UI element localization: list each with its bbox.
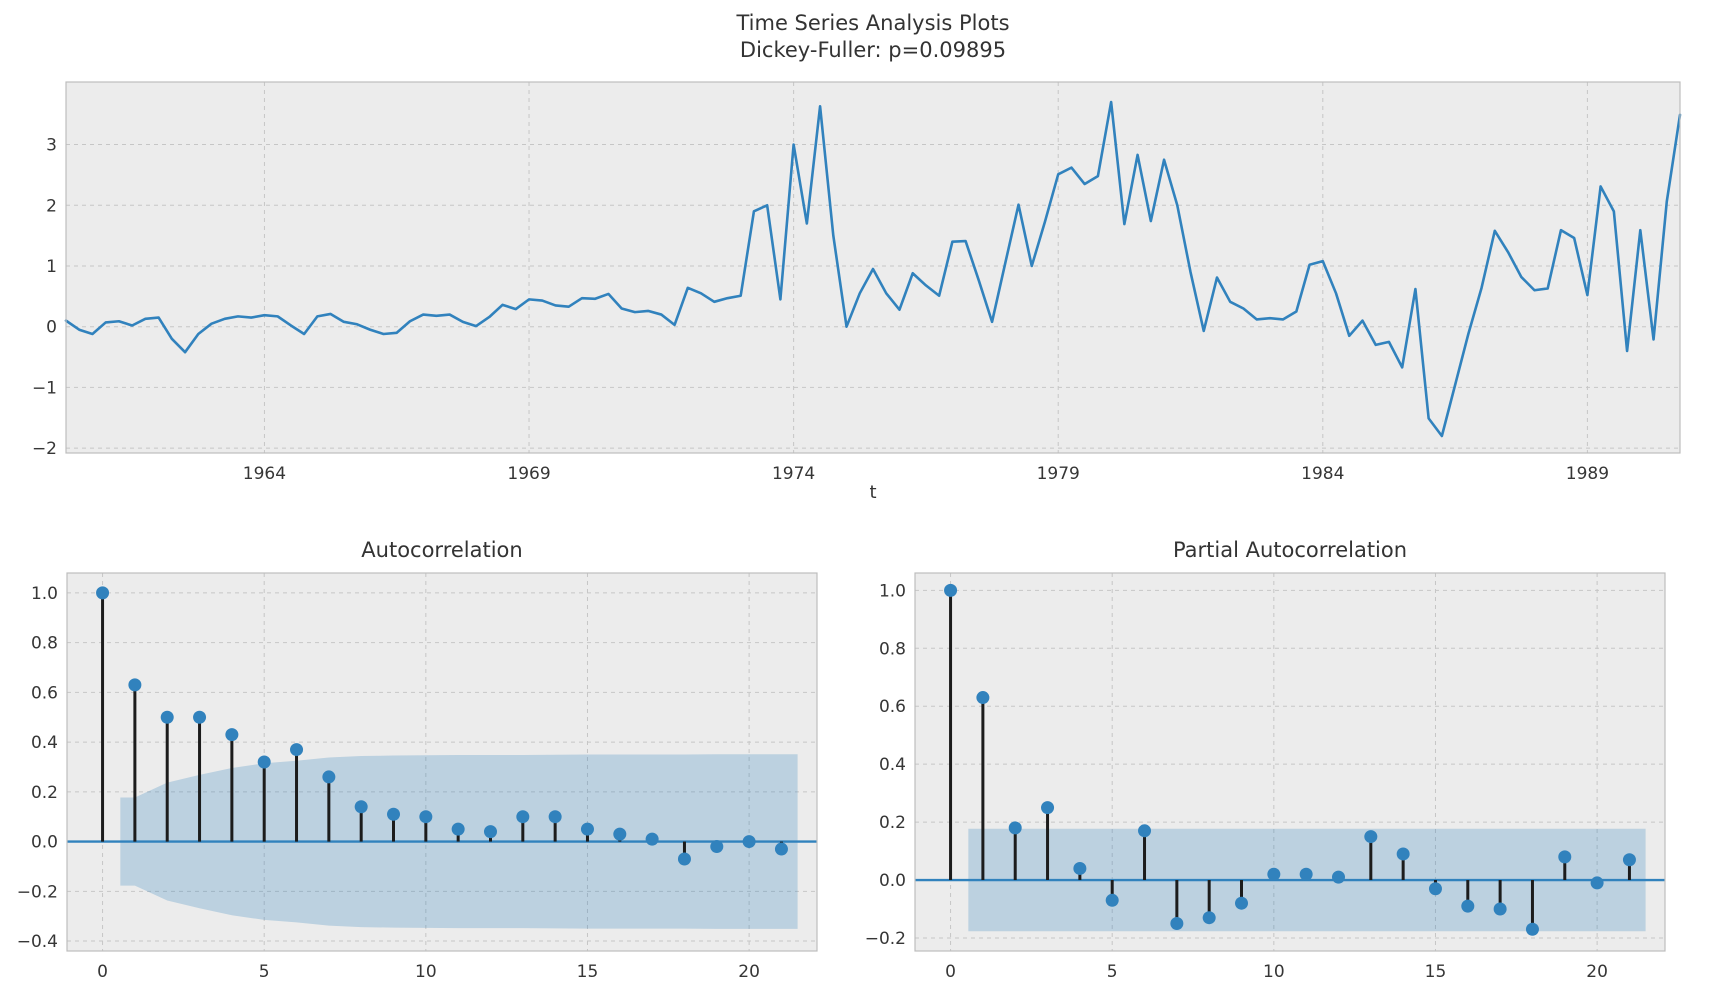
- pacf-marker: [1493, 902, 1507, 916]
- acf-marker: [742, 835, 756, 849]
- pacf-marker: [1170, 916, 1184, 930]
- pacf-marker: [1396, 847, 1410, 861]
- x-tick-label: 0: [945, 962, 956, 982]
- plot-border: [66, 572, 818, 952]
- pacf-marker: [1041, 801, 1055, 815]
- pacf-marker: [1590, 876, 1604, 890]
- x-tick-label: 1974: [772, 464, 815, 484]
- acf-marker: [96, 586, 110, 600]
- acf-marker: [677, 852, 691, 866]
- x-tick-label: 15: [577, 962, 599, 982]
- y-tick-label: 1: [46, 257, 57, 277]
- x-tick-label: 20: [738, 962, 760, 982]
- figure-title-line1: Time Series Analysis Plots: [736, 11, 1010, 35]
- x-tick-label: 15: [1425, 962, 1447, 982]
- timeseries-xlabel: t: [869, 482, 877, 503]
- y-tick-label: −0.2: [865, 929, 906, 949]
- pacf-marker: [1202, 911, 1216, 925]
- y-tick-label: 0.4: [879, 755, 906, 775]
- x-tick-label: 10: [415, 962, 437, 982]
- x-tick-label: 5: [1107, 962, 1118, 982]
- x-tick-label: 1964: [243, 464, 286, 484]
- acf-marker: [160, 710, 174, 724]
- timeseries-line: [64, 100, 1682, 438]
- acf-marker: [483, 825, 497, 839]
- pacf-marker: [1008, 821, 1022, 835]
- y-tick-label: 0.8: [31, 634, 58, 654]
- pacf-title: Partial Autocorrelation: [1172, 538, 1408, 562]
- acf-marker: [613, 827, 627, 841]
- acf-marker: [516, 810, 530, 824]
- acf-marker: [387, 807, 401, 821]
- x-tick-label: 1979: [1037, 464, 1080, 484]
- y-tick-label: 0.2: [31, 783, 58, 803]
- acf-marker: [774, 842, 788, 856]
- pacf-marker: [1299, 867, 1313, 881]
- y-tick-label: 0.0: [879, 871, 906, 891]
- acf-marker: [548, 810, 562, 824]
- x-tick-label: 1969: [507, 464, 550, 484]
- pacf-marker: [1073, 861, 1087, 875]
- plot-border: [65, 81, 1681, 454]
- y-tick-label: −1: [32, 378, 57, 398]
- y-tick-label: 2: [46, 196, 57, 216]
- acf-marker: [710, 840, 724, 854]
- pacf-marker: [1622, 853, 1636, 867]
- pacf-marker: [1364, 830, 1378, 844]
- acf-marker: [257, 755, 271, 769]
- acf-marker: [645, 832, 659, 846]
- pacf-marker: [1138, 824, 1152, 838]
- y-tick-label: 1.0: [31, 584, 58, 604]
- y-tick-label: 0.6: [31, 683, 58, 703]
- plot-area: [915, 573, 1665, 951]
- pacf-marker: [1525, 922, 1539, 936]
- acf-title: Autocorrelation: [361, 538, 523, 562]
- acf-marker: [128, 678, 142, 692]
- pacf-marker: [1461, 899, 1475, 913]
- acf-marker: [580, 822, 594, 836]
- acf-marker: [322, 770, 336, 784]
- pacf-marker: [1235, 896, 1249, 910]
- y-tick-label: −0.4: [17, 932, 58, 952]
- x-tick-label: 1989: [1566, 464, 1609, 484]
- pacf-marker: [1267, 867, 1281, 881]
- pacf-marker: [944, 583, 958, 597]
- x-tick-label: 20: [1586, 962, 1608, 982]
- pacf-marker: [1331, 870, 1345, 884]
- x-tick-label: 0: [97, 962, 108, 982]
- plot-border: [914, 572, 1666, 952]
- pacf-marker: [1428, 882, 1442, 896]
- y-tick-label: 3: [46, 136, 57, 156]
- x-tick-label: 1984: [1301, 464, 1344, 484]
- pacf-marker: [1558, 850, 1572, 864]
- plot-area: [67, 573, 817, 951]
- y-tick-label: 0.2: [879, 813, 906, 833]
- pacf-marker: [976, 691, 990, 705]
- x-tick-label: 5: [259, 962, 270, 982]
- y-tick-label: 1.0: [879, 581, 906, 601]
- acf-marker: [354, 800, 368, 814]
- x-tick-label: 10: [1263, 962, 1285, 982]
- y-tick-label: −0.2: [17, 882, 58, 902]
- figure-title-line2: Dickey-Fuller: p=0.09895: [739, 38, 1007, 62]
- y-tick-label: 0.8: [879, 639, 906, 659]
- pacf-marker: [1105, 893, 1119, 907]
- y-tick-label: 0.6: [879, 697, 906, 717]
- y-tick-label: 0.0: [31, 833, 58, 853]
- acf-marker: [193, 710, 207, 724]
- y-tick-label: −2: [32, 439, 57, 459]
- y-tick-label: 0.4: [31, 733, 58, 753]
- acf-marker: [419, 810, 433, 824]
- acf-marker: [451, 822, 465, 836]
- acf-marker: [225, 728, 239, 742]
- plot-area: [66, 82, 1680, 453]
- acf-marker: [290, 743, 304, 757]
- y-tick-label: 0: [46, 318, 57, 338]
